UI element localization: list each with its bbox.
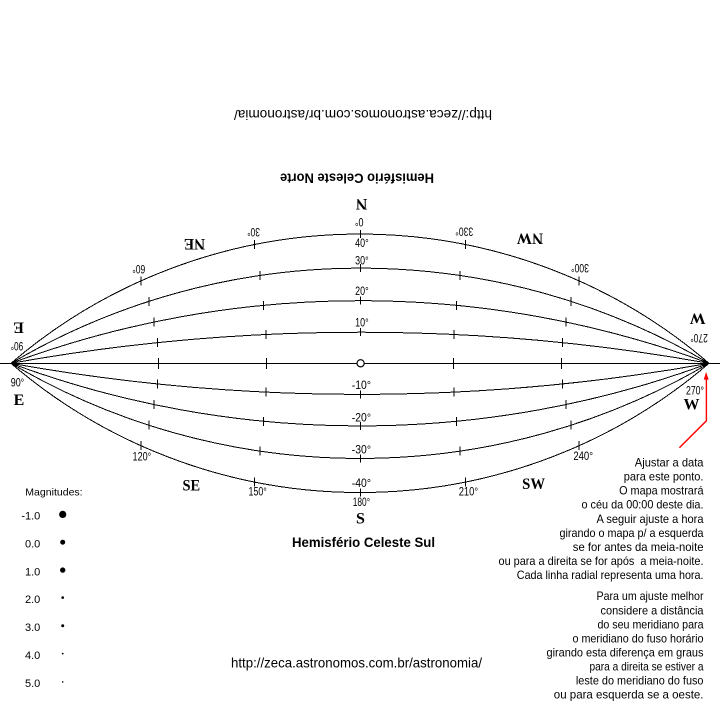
svg-text:Hemisfério Celeste Norte: Hemisfério Celeste Norte bbox=[280, 171, 434, 187]
svg-text:N: N bbox=[355, 195, 367, 212]
svg-text:10°: 10° bbox=[355, 316, 369, 329]
svg-text:S: S bbox=[356, 510, 365, 527]
svg-text:NE: NE bbox=[184, 235, 205, 252]
svg-text:20°: 20° bbox=[355, 285, 369, 298]
svg-text:girando o mapa p/ a esquerda: girando o mapa p/ a esquerda bbox=[560, 526, 704, 540]
svg-text:girando esta diferença em grau: girando esta diferença em graus bbox=[547, 645, 704, 659]
svg-text:do seu meridiano para: do seu meridiano para bbox=[598, 617, 704, 631]
svg-text:NW: NW bbox=[517, 230, 543, 247]
svg-text:http://zeca.astronomos.com.br/: http://zeca.astronomos.com.br/astronomia… bbox=[231, 654, 482, 670]
svg-text:Hemisfério Celeste Sul: Hemisfério Celeste Sul bbox=[292, 534, 435, 550]
svg-text:1.0: 1.0 bbox=[25, 566, 40, 578]
svg-text:-1.0: -1.0 bbox=[21, 511, 40, 523]
svg-text:E: E bbox=[13, 318, 24, 335]
svg-text:Cada linha radial representa u: Cada linha radial representa uma hora. bbox=[517, 568, 704, 582]
svg-text:180°: 180° bbox=[353, 496, 370, 509]
svg-text:120°: 120° bbox=[133, 450, 152, 463]
svg-text:E: E bbox=[14, 392, 25, 409]
svg-text:270°: 270° bbox=[686, 384, 704, 397]
svg-text:O mapa mostrará: O mapa mostrará bbox=[619, 484, 704, 498]
svg-text:40°: 40° bbox=[355, 237, 369, 250]
svg-text:300°: 300° bbox=[571, 261, 589, 274]
svg-text:90°: 90° bbox=[11, 376, 25, 389]
svg-text:http://zeca.astronomos.com.br/: http://zeca.astronomos.com.br/astronomia… bbox=[234, 107, 492, 123]
svg-text:A seguir ajuste a hora: A seguir ajuste a hora bbox=[597, 512, 704, 526]
svg-text:considere a distância: considere a distância bbox=[601, 603, 704, 617]
svg-text:Ajustar a data: Ajustar a data bbox=[635, 455, 704, 469]
svg-text:30°: 30° bbox=[247, 225, 260, 238]
svg-text:-40°: -40° bbox=[352, 477, 371, 490]
svg-text:o céu da 00:00 deste dia.: o céu da 00:00 deste dia. bbox=[582, 498, 704, 512]
svg-text:ou para esquerda se a oeste.: ou para esquerda se a oeste. bbox=[554, 688, 704, 702]
svg-text:90°: 90° bbox=[11, 339, 24, 352]
svg-text:-10°: -10° bbox=[352, 379, 371, 392]
svg-text:4.0: 4.0 bbox=[25, 650, 40, 662]
svg-text:se for antes da meia-noite: se for antes da meia-noite bbox=[573, 540, 704, 554]
svg-text:-20°: -20° bbox=[352, 412, 371, 425]
svg-text:0.0: 0.0 bbox=[25, 539, 40, 551]
svg-text:330°: 330° bbox=[455, 224, 473, 237]
svg-text:Magnitudes:: Magnitudes: bbox=[25, 486, 82, 498]
svg-text:270°: 270° bbox=[690, 331, 708, 344]
svg-text:60°: 60° bbox=[132, 262, 145, 275]
svg-text:0°: 0° bbox=[355, 215, 364, 228]
svg-text:150°: 150° bbox=[249, 486, 267, 499]
svg-text:W: W bbox=[684, 396, 700, 413]
svg-text:30°: 30° bbox=[355, 254, 369, 267]
svg-text:210°: 210° bbox=[459, 486, 478, 499]
svg-text:Para um ajuste melhor: Para um ajuste melhor bbox=[597, 589, 704, 603]
svg-text:240°: 240° bbox=[573, 450, 593, 463]
svg-text:3.0: 3.0 bbox=[25, 622, 40, 634]
svg-text:o meridiano do fuso horário: o meridiano do fuso horário bbox=[573, 631, 704, 645]
svg-text:SW: SW bbox=[522, 476, 545, 493]
svg-text:SE: SE bbox=[182, 478, 200, 495]
svg-text:leste do meridiano do fuso: leste do meridiano do fuso bbox=[576, 674, 704, 688]
svg-text:W: W bbox=[690, 310, 706, 327]
svg-text:5.0: 5.0 bbox=[25, 678, 40, 690]
svg-text:-30°: -30° bbox=[352, 444, 371, 457]
svg-text:2.0: 2.0 bbox=[25, 594, 40, 606]
svg-text:ou para a direita se for após: ou para a direita se for após a meia-noi… bbox=[499, 554, 704, 568]
svg-text:para este ponto.: para este ponto. bbox=[624, 470, 704, 484]
svg-text:para a direita se estiver a: para a direita se estiver a bbox=[590, 659, 704, 673]
